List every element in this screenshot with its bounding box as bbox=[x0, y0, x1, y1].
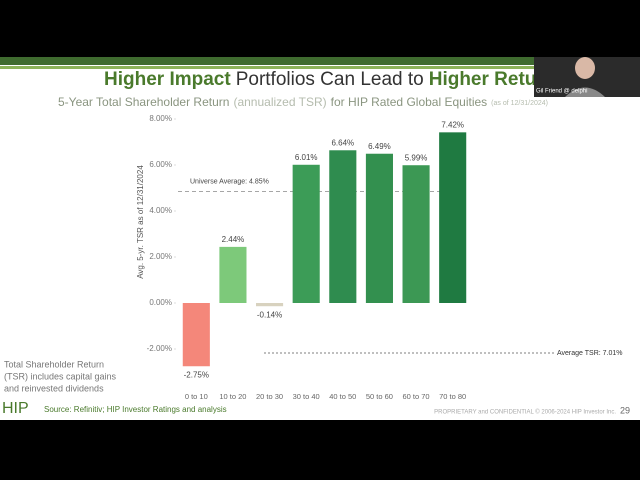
bar bbox=[256, 303, 284, 307]
y-axis-label: Avg. 5-yr. TSR as of 12/31/2024 bbox=[136, 165, 145, 279]
title-part: Higher Returns bbox=[429, 69, 566, 90]
bar bbox=[292, 164, 320, 303]
participant-body bbox=[565, 87, 605, 97]
bar bbox=[439, 132, 467, 303]
annotation: Average TSR: 7.01% bbox=[557, 350, 623, 357]
value-label: 6.64% bbox=[331, 138, 354, 147]
x-tick-label: 60 to 70 bbox=[403, 392, 430, 401]
note-line: (TSR) includes capital gains bbox=[4, 371, 117, 381]
x-tick-label: 10 to 20 bbox=[219, 392, 246, 401]
title-part: Higher Impact bbox=[104, 69, 231, 90]
plot: -2.00% 0.00% 2.00% 4.00% 6.00% 8.00% Universe … bbox=[147, 114, 467, 401]
bar bbox=[402, 165, 430, 303]
participant-head bbox=[575, 57, 595, 79]
y-tick-label: 2.00% bbox=[149, 252, 172, 261]
y-tick-label: -2.00% bbox=[147, 344, 172, 353]
note-line: Total Shareholder Return bbox=[4, 359, 104, 369]
bar bbox=[182, 303, 210, 367]
value-label: 6.49% bbox=[368, 142, 391, 151]
bar bbox=[329, 150, 357, 303]
value-label: 2.44% bbox=[222, 235, 245, 244]
subtitle-part: for HIP Rated Global Equities bbox=[331, 95, 488, 109]
value-label: 7.42% bbox=[441, 120, 464, 129]
subtitle-part: 5-Year Total Shareholder Return bbox=[58, 95, 229, 109]
note-line: and reinvested dividends bbox=[4, 383, 104, 393]
slide-title: Higher Impact Portfolios Can Lead to Highe… bbox=[104, 69, 566, 90]
slide-band bbox=[0, 57, 640, 65]
confidential: PROPRIETARY and CONFIDENTIAL © 2006-2024… bbox=[434, 409, 616, 416]
bar bbox=[219, 246, 247, 303]
video-overlay: Gil Friend @ delphi bbox=[534, 57, 640, 97]
y-tick-label: 8.00% bbox=[149, 114, 172, 123]
value-label: 5.99% bbox=[405, 153, 428, 162]
subtitle-part: (annualized TSR) bbox=[233, 95, 326, 109]
value-label: -2.75% bbox=[184, 370, 209, 379]
slide bbox=[0, 57, 640, 420]
x-tick-label: 70 to 80 bbox=[439, 392, 466, 401]
y-tick-label: 4.00% bbox=[149, 206, 172, 215]
x-tick-label: 50 to 60 bbox=[366, 392, 393, 401]
y-tick-label: 0.00% bbox=[149, 298, 172, 307]
slide-band bbox=[0, 66, 640, 69]
subtitle-part: (as of 12/31/2024) bbox=[491, 100, 548, 107]
note: Total Shareholder Return (TSR) includes … bbox=[4, 359, 117, 393]
title-part: Portfolios Can Lead to bbox=[236, 69, 424, 90]
subtitle: 5-Year Total Shareholder Return (annualiz… bbox=[58, 95, 548, 109]
value-label: -0.14% bbox=[257, 310, 282, 319]
source: Source: Refinitiv; HIP Investor Ratings … bbox=[44, 405, 227, 414]
x-tick-label: 20 to 30 bbox=[256, 392, 283, 401]
reference-label: Universe Average: 4.85% bbox=[190, 178, 269, 185]
x-tick-label: 0 to 10 bbox=[185, 392, 208, 401]
bar bbox=[365, 153, 393, 303]
logo: HIP bbox=[2, 400, 29, 417]
value-label: 6.01% bbox=[295, 153, 318, 162]
x-tick-label: 30 to 40 bbox=[293, 392, 320, 401]
y-tick-label: 6.00% bbox=[149, 160, 172, 169]
x-tick-label: 40 to 50 bbox=[329, 392, 356, 401]
participant-name: Gil Friend @ delphi bbox=[536, 89, 587, 95]
page-number: 29 bbox=[620, 405, 630, 415]
